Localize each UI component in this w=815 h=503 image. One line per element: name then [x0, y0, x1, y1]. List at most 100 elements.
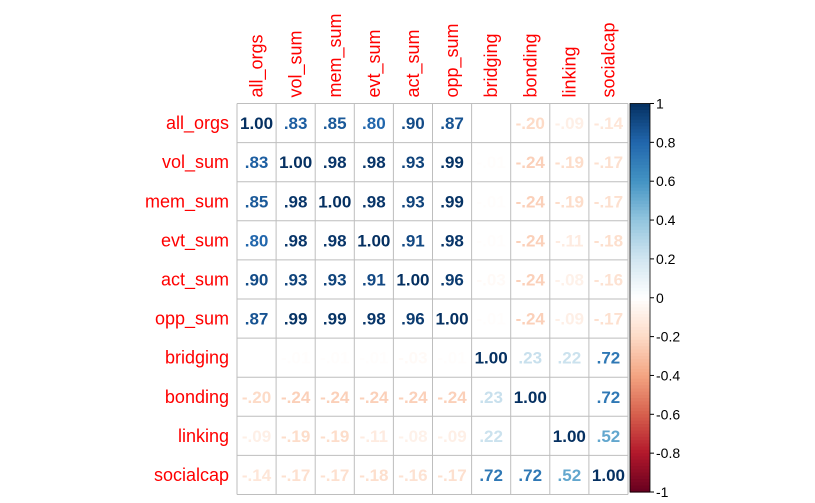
colorbar-segment — [630, 356, 650, 360]
cell-value-act_sum-linking: -.08 — [555, 270, 584, 289]
colorbar-segment — [630, 333, 650, 338]
cell-value-act_sum-opp_sum: .96 — [440, 270, 464, 289]
cell-value-all_orgs-bridging: .00 — [479, 114, 503, 133]
row-label-bonding: bonding — [165, 387, 229, 407]
colorbar-segment — [630, 398, 650, 402]
cell-value-bonding-vol_sum: -.24 — [281, 388, 311, 407]
row-labels: all_orgs vol_sum mem_sum evt_sum act_sum opp_… — [145, 113, 229, 485]
colorbar-segment — [630, 304, 650, 309]
colorbar-segment — [630, 404, 650, 409]
cell-mem_sum-mem_sum — [315, 181, 355, 221]
colorbar-segment — [630, 291, 650, 296]
colorbar-segment — [630, 271, 650, 276]
cell-linking-opp_sum — [432, 416, 472, 456]
column-label-vol_sum: vol_sum — [286, 30, 307, 97]
colorbar-segment — [630, 323, 650, 328]
cell-bonding-bridging — [471, 377, 511, 417]
cell-mem_sum-evt_sum — [354, 181, 394, 221]
colorbar-segment — [630, 239, 650, 244]
cell-socialcap-bonding — [510, 455, 550, 495]
cell-evt_sum-socialcap — [588, 220, 628, 260]
cell-value-socialcap-evt_sum: -.18 — [359, 466, 388, 485]
cell-value-bonding-opp_sum: -.24 — [437, 388, 467, 407]
cell-value-bridging-bonding: .23 — [518, 349, 542, 368]
cell-mem_sum-bonding — [510, 181, 550, 221]
cell-value-all_orgs-bonding: -.20 — [516, 114, 545, 133]
colorbar-segment — [630, 197, 650, 202]
cell-vol_sum-evt_sum — [354, 142, 394, 182]
colorbar-segment — [630, 294, 650, 299]
row-label-all_orgs: all_orgs — [166, 113, 229, 134]
colorbar-segment — [630, 139, 650, 143]
cell-bonding-opp_sum — [432, 377, 472, 417]
cell-value-evt_sum-linking: -.11 — [555, 231, 583, 250]
heatmap-cells — [237, 103, 628, 495]
cell-bridging-opp_sum — [432, 338, 472, 378]
cell-bonding-bonding — [510, 377, 550, 417]
cell-value-mem_sum-bonding: -.24 — [516, 192, 546, 211]
colorbar-segment — [630, 275, 650, 279]
cell-value-opp_sum-bonding: -.24 — [516, 310, 546, 329]
cell-value-linking-act_sum: -.08 — [398, 427, 427, 446]
cell-vol_sum-opp_sum — [432, 142, 472, 182]
cell-socialcap-bridging — [471, 455, 511, 495]
colorbar-segment — [630, 401, 650, 406]
colorbar-segment — [630, 407, 650, 412]
colorbar-tick-label: -1 — [656, 484, 669, 500]
colorbar-segment — [630, 168, 650, 173]
cell-value-bonding-evt_sum: -.24 — [359, 388, 389, 407]
cell-value-act_sum-all_orgs: .90 — [245, 270, 269, 289]
cell-evt_sum-bonding — [510, 220, 550, 260]
column-label-all_orgs: all_orgs — [247, 34, 268, 97]
cell-value-vol_sum-linking: -.19 — [555, 153, 584, 172]
cell-evt_sum-mem_sum — [315, 220, 355, 260]
cell-act_sum-mem_sum — [315, 259, 355, 299]
cell-opp_sum-all_orgs — [237, 299, 277, 339]
colorbar-segment — [630, 352, 650, 357]
cell-value-mem_sum-bridging: -.01 — [477, 192, 506, 211]
colorbar-segment — [630, 313, 650, 318]
cell-bridging-evt_sum — [354, 338, 394, 378]
colorbar-segment — [630, 336, 650, 341]
cell-evt_sum-all_orgs — [237, 220, 277, 260]
colorbar-segment — [630, 106, 650, 111]
colorbar-tick-label: 0.8 — [656, 134, 676, 150]
colorbar-segment — [630, 210, 650, 215]
cell-value-vol_sum-evt_sum: .98 — [362, 153, 386, 172]
colorbar-segment — [630, 368, 650, 373]
cell-value-all_orgs-all_orgs: 1.00 — [240, 114, 273, 133]
row-label-socialcap: socialcap — [154, 465, 229, 485]
cell-all_orgs-act_sum — [393, 103, 433, 143]
colorbar-segment — [630, 381, 650, 386]
cell-bonding-socialcap — [588, 377, 628, 417]
cell-value-act_sum-act_sum: 1.00 — [396, 270, 429, 289]
cell-socialcap-vol_sum — [276, 455, 316, 495]
cell-value-vol_sum-bonding: -.24 — [516, 153, 546, 172]
colorbar-tick-label: -0.6 — [656, 406, 680, 422]
colorbar-tick-label: -0.2 — [656, 329, 680, 345]
cell-all_orgs-linking — [549, 103, 589, 143]
cell-value-evt_sum-mem_sum: .98 — [323, 231, 347, 250]
cell-linking-vol_sum — [276, 416, 316, 456]
colorbar-segment — [630, 365, 650, 370]
cell-linking-bridging — [471, 416, 511, 456]
cell-linking-all_orgs — [237, 416, 277, 456]
colorbar-segment — [630, 411, 650, 415]
cell-value-all_orgs-socialcap: -.14 — [594, 114, 624, 133]
colorbar-segment — [630, 320, 650, 325]
cell-linking-act_sum — [393, 416, 433, 456]
cell-value-mem_sum-socialcap: -.17 — [594, 192, 623, 211]
colorbar-segment — [630, 203, 650, 208]
column-label-bridging: bridging — [481, 33, 501, 97]
row-label-mem_sum: mem_sum — [145, 191, 229, 212]
colorbar-segment — [630, 339, 650, 344]
cell-value-mem_sum-all_orgs: .85 — [245, 192, 269, 211]
cell-value-bridging-socialcap: .72 — [597, 349, 621, 368]
cell-value-opp_sum-opp_sum: 1.00 — [436, 310, 469, 329]
cell-all_orgs-bonding — [510, 103, 550, 143]
cell-bridging-bonding — [510, 338, 550, 378]
cell-mem_sum-all_orgs — [237, 181, 277, 221]
cell-value-act_sum-vol_sum: .93 — [284, 270, 308, 289]
colorbar-segment — [630, 226, 650, 231]
